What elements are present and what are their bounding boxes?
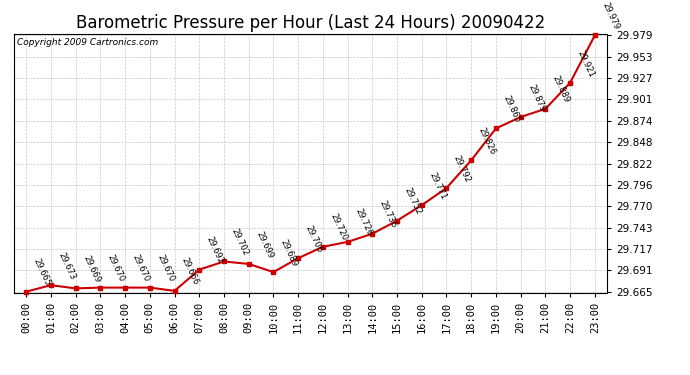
Text: 29.979: 29.979	[600, 1, 621, 31]
Text: 29.720: 29.720	[328, 213, 349, 243]
Text: 29.792: 29.792	[452, 154, 473, 184]
Text: 29.865: 29.865	[502, 94, 522, 124]
Text: 29.670: 29.670	[130, 253, 151, 284]
Text: 29.726: 29.726	[353, 207, 373, 238]
Text: 29.736: 29.736	[378, 199, 398, 230]
Text: 29.689: 29.689	[279, 238, 299, 268]
Text: 29.699: 29.699	[254, 230, 275, 260]
Text: 29.670: 29.670	[106, 253, 126, 284]
Text: 29.666: 29.666	[180, 256, 201, 287]
Text: 29.670: 29.670	[155, 253, 176, 284]
Text: 29.771: 29.771	[427, 171, 448, 201]
Text: 29.921: 29.921	[575, 49, 596, 78]
Text: 29.879: 29.879	[526, 82, 546, 113]
Text: 29.752: 29.752	[402, 186, 423, 216]
Text: 29.665: 29.665	[32, 257, 52, 288]
Text: 29.692: 29.692	[205, 236, 225, 266]
Text: 29.826: 29.826	[477, 126, 497, 156]
Text: 29.702: 29.702	[230, 227, 250, 257]
Text: Copyright 2009 Cartronics.com: Copyright 2009 Cartronics.com	[17, 38, 158, 46]
Title: Barometric Pressure per Hour (Last 24 Hours) 20090422: Barometric Pressure per Hour (Last 24 Ho…	[76, 14, 545, 32]
Text: 29.673: 29.673	[57, 251, 77, 281]
Text: 29.889: 29.889	[551, 75, 571, 105]
Text: 29.669: 29.669	[81, 254, 101, 284]
Text: 29.706: 29.706	[304, 224, 324, 254]
